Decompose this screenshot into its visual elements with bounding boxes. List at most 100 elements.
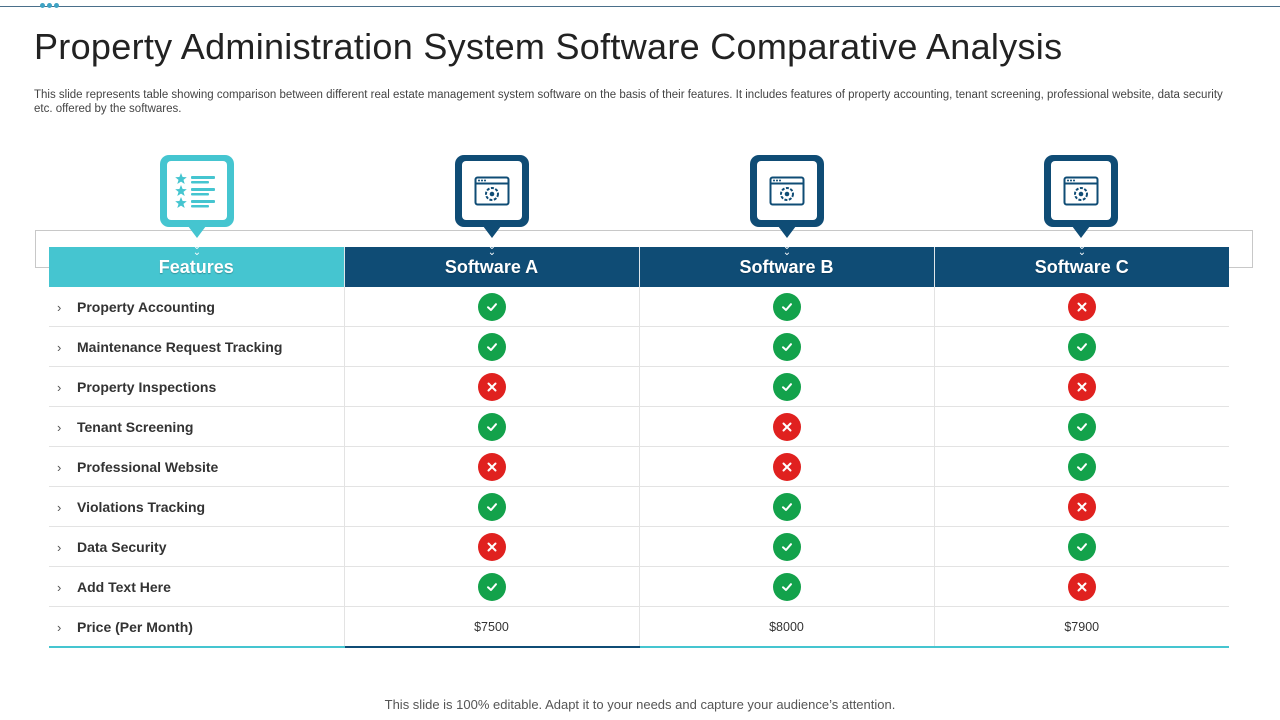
check-icon bbox=[477, 412, 506, 441]
feature-cell: › Violations Tracking bbox=[49, 486, 344, 527]
check-icon bbox=[477, 292, 506, 321]
table-row: › Professional Website bbox=[49, 446, 1229, 487]
table-row: › Property Inspections bbox=[49, 366, 1229, 407]
column-header-software-b: Software B bbox=[638, 247, 934, 287]
price-software-a: $7500 bbox=[343, 606, 639, 648]
check-icon bbox=[1067, 532, 1096, 561]
table-row: › Property Accounting bbox=[49, 287, 1229, 327]
check-icon bbox=[477, 332, 506, 361]
feature-label: Add Text Here bbox=[77, 578, 171, 595]
table-row: › Maintenance Request Tracking bbox=[49, 326, 1229, 367]
software-a-pin bbox=[455, 155, 529, 227]
check-icon bbox=[1067, 412, 1096, 441]
check-icon bbox=[1067, 332, 1096, 361]
software-c-cell bbox=[933, 486, 1229, 527]
feature-cell: › Maintenance Request Tracking bbox=[49, 326, 344, 367]
feature-cell: › Tenant Screening bbox=[49, 406, 344, 447]
price-row: › Price (Per Month) $7500 $8000 $7900 bbox=[49, 606, 1229, 648]
chevron-right-icon: › bbox=[57, 339, 62, 355]
software-a-cell bbox=[343, 406, 639, 447]
double-chevron-down-icon: ⌄ ⌄ bbox=[487, 241, 497, 258]
chevron-right-icon: › bbox=[57, 459, 62, 475]
table-header-row: Features Software A Software B Software … bbox=[49, 247, 1229, 287]
cross-icon bbox=[1067, 572, 1096, 601]
software-b-cell bbox=[638, 366, 934, 407]
browser-settings-icon bbox=[769, 176, 805, 205]
table-row: › Violations Tracking bbox=[49, 486, 1229, 527]
cross-icon bbox=[772, 412, 801, 441]
software-a-cell bbox=[343, 566, 639, 607]
feature-cell: › Property Inspections bbox=[49, 366, 344, 407]
software-c-cell bbox=[933, 326, 1229, 367]
price-software-b: $8000 bbox=[638, 606, 934, 648]
table-row: › Data Security bbox=[49, 526, 1229, 567]
double-chevron-down-icon: ⌄ ⌄ bbox=[782, 241, 792, 258]
feature-label: Professional Website bbox=[77, 458, 219, 475]
chevron-right-icon: › bbox=[57, 539, 62, 555]
software-b-cell bbox=[638, 287, 934, 327]
feature-label: Data Security bbox=[77, 538, 167, 555]
check-icon bbox=[772, 492, 801, 521]
feature-cell: › Professional Website bbox=[49, 446, 344, 487]
software-c-cell bbox=[933, 446, 1229, 487]
check-icon bbox=[772, 292, 801, 321]
software-c-cell bbox=[933, 287, 1229, 327]
software-b-cell bbox=[638, 486, 934, 527]
comparison-table: Features Software A Software B Software … bbox=[49, 247, 1229, 648]
browser-settings-icon bbox=[1063, 176, 1099, 205]
cross-icon bbox=[1067, 372, 1096, 401]
table-row: › Add Text Here bbox=[49, 566, 1229, 607]
cross-icon bbox=[772, 452, 801, 481]
software-a-cell bbox=[343, 287, 639, 327]
software-a-cell bbox=[343, 526, 639, 567]
features-pin bbox=[160, 155, 234, 227]
slide-dots bbox=[40, 3, 59, 8]
check-icon bbox=[772, 332, 801, 361]
double-chevron-down-icon: ⌄ ⌄ bbox=[1077, 241, 1087, 258]
page-title: Property Administration System Software … bbox=[34, 26, 1063, 67]
check-icon bbox=[477, 572, 506, 601]
feature-label: Violations Tracking bbox=[77, 498, 206, 515]
feature-label: Price (Per Month) bbox=[77, 618, 193, 635]
browser-settings-icon bbox=[474, 176, 510, 205]
software-b-cell bbox=[638, 446, 934, 487]
cross-icon bbox=[477, 532, 506, 561]
column-header-software-c: Software C bbox=[933, 247, 1229, 287]
feature-label: Tenant Screening bbox=[77, 418, 194, 435]
chevron-right-icon: › bbox=[57, 419, 62, 435]
feature-label: Property Inspections bbox=[77, 378, 217, 395]
table-row: › Tenant Screening bbox=[49, 406, 1229, 447]
feature-list-icon bbox=[175, 172, 215, 208]
software-a-cell bbox=[343, 446, 639, 487]
software-c-cell bbox=[933, 566, 1229, 607]
slide-description: This slide represents table showing comp… bbox=[34, 89, 1223, 115]
footer-note: This slide is 100% editable. Adapt it to… bbox=[384, 697, 896, 712]
software-a-cell bbox=[343, 326, 639, 367]
software-b-cell bbox=[638, 406, 934, 447]
feature-label: Property Accounting bbox=[77, 298, 215, 315]
cross-icon bbox=[1067, 492, 1096, 521]
software-b-cell bbox=[638, 326, 934, 367]
price-software-c: $7900 bbox=[933, 606, 1229, 648]
chevron-right-icon: › bbox=[57, 499, 62, 515]
cross-icon bbox=[1067, 292, 1096, 321]
software-a-cell bbox=[343, 486, 639, 527]
check-icon bbox=[772, 532, 801, 561]
software-c-cell bbox=[933, 406, 1229, 447]
column-header-software-a: Software A bbox=[343, 247, 639, 287]
chevron-right-icon: › bbox=[57, 579, 62, 595]
double-chevron-down-icon: ⌄ ⌄ bbox=[192, 241, 202, 258]
feature-cell: › Property Accounting bbox=[49, 287, 344, 327]
software-a-cell bbox=[343, 366, 639, 407]
software-b-pin bbox=[750, 155, 824, 227]
top-rule bbox=[0, 6, 1280, 7]
software-c-pin bbox=[1044, 155, 1118, 227]
chevron-right-icon: › bbox=[57, 619, 62, 635]
software-b-cell bbox=[638, 526, 934, 567]
software-c-cell bbox=[933, 366, 1229, 407]
software-b-cell bbox=[638, 566, 934, 607]
feature-cell: › Data Security bbox=[49, 526, 344, 567]
cross-icon bbox=[477, 452, 506, 481]
feature-cell: › Add Text Here bbox=[49, 566, 344, 607]
check-icon bbox=[477, 492, 506, 521]
